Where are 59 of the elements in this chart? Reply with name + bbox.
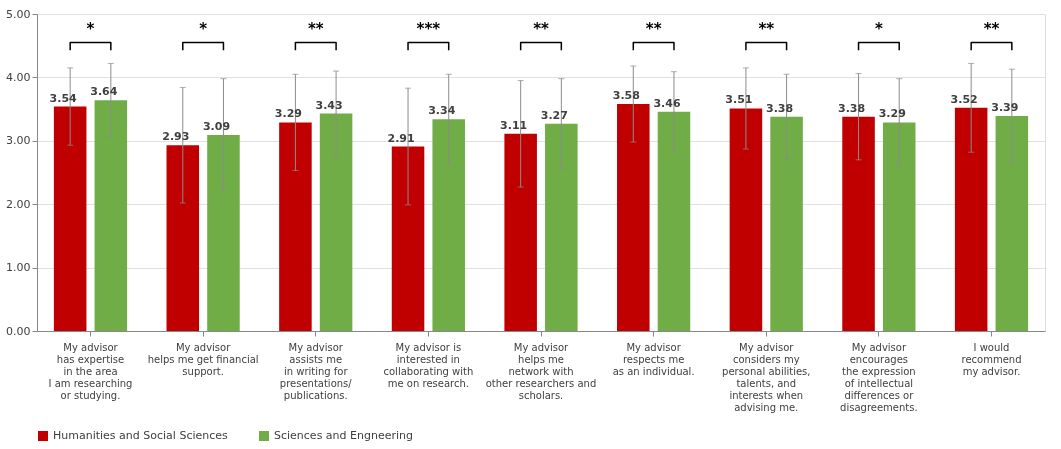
x-tick-label: My advisor is interested in collaborating with me on research. (383, 341, 474, 389)
data-label: 3.34 (428, 104, 456, 118)
x-tick-label: My advisor helps me network with other researchers and scholars. (485, 341, 597, 401)
x-tick-label: My advisor considers my personal abilities, talents, and interests when advising me. (722, 341, 811, 413)
annotation: ** (307, 19, 324, 38)
bar (770, 116, 803, 331)
bar (207, 135, 240, 331)
bar (53, 106, 87, 331)
annotation: ** (758, 19, 775, 38)
y-tick-label: 0.00 (6, 324, 31, 338)
annotation: ** (533, 19, 549, 38)
bar (995, 116, 1029, 331)
bar (657, 111, 691, 331)
y-tick-label: 2.00 (6, 197, 31, 211)
data-label: 3.46 (653, 96, 681, 110)
legend-label: Sciences and Engneering (274, 429, 414, 442)
data-label: 3.27 (540, 108, 568, 122)
data-label: 3.29 (878, 107, 906, 121)
bar (166, 145, 200, 331)
x-tick-label: My advisor helps me get financial support. (147, 341, 259, 377)
annotation: ** (983, 19, 1000, 38)
data-label: 2.93 (162, 130, 190, 144)
annotation: ** (645, 19, 662, 38)
bar (617, 104, 650, 331)
data-label: 3.39 (991, 101, 1019, 115)
bar (954, 107, 988, 331)
annotation: * (199, 19, 208, 38)
data-label: 3.11 (500, 118, 528, 132)
data-label: 3.43 (315, 98, 343, 112)
bar (882, 122, 916, 331)
bar (545, 123, 578, 331)
y-tick-label: 3.00 (6, 134, 31, 148)
x-tick-label: My advisor encourages the expression of intellectual differences or disagreements. (840, 341, 918, 413)
y-tick-label: 4.00 (6, 70, 31, 84)
bar (391, 146, 425, 331)
bar (504, 133, 537, 331)
data-label: 3.29 (274, 107, 302, 121)
data-label: 2.91 (387, 131, 415, 145)
bar (432, 119, 465, 331)
annotation: *** (416, 19, 441, 38)
data-label: 3.52 (950, 92, 978, 106)
legend-label: Humanities and Social Sciences (53, 429, 229, 442)
x-tick-label: My advisor has expertise in the area I am researching or studying. (48, 341, 133, 401)
y-tick-label: 1.00 (6, 261, 31, 275)
y-tick-label: 5.00 (6, 7, 31, 21)
bar (842, 116, 875, 331)
bar (279, 122, 312, 331)
annotation: * (86, 19, 95, 38)
bar (729, 108, 763, 331)
bar (94, 100, 128, 331)
annotation: * (874, 19, 883, 38)
data-label: 3.51 (725, 93, 753, 107)
x-tick-label: My advisor assists me in writing for presentations/ publications. (279, 341, 353, 401)
x-tick-label: My advisor respects me as an individual. (612, 341, 695, 377)
data-label: 3.58 (612, 89, 640, 103)
bar (319, 113, 353, 331)
x-tick-label: I would recommend my advisor. (961, 341, 1022, 377)
data-label: 3.64 (90, 85, 118, 99)
data-label: 3.54 (49, 91, 78, 105)
